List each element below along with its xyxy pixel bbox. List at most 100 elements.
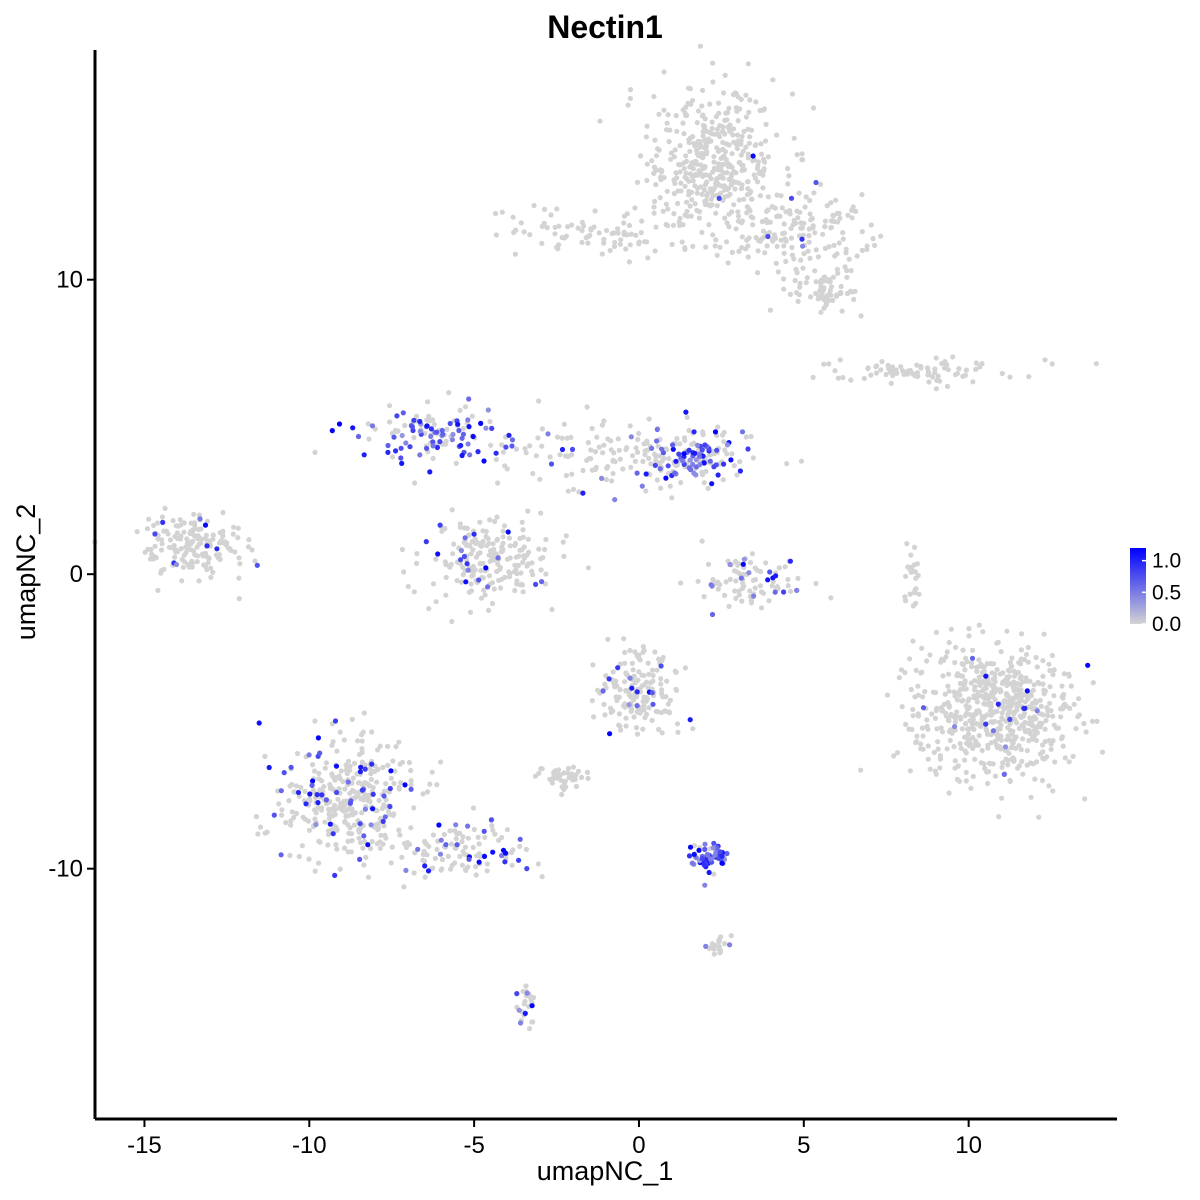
cell-point bbox=[1023, 675, 1029, 681]
cell-point bbox=[512, 540, 519, 547]
cell-point bbox=[476, 551, 482, 557]
cell-point bbox=[974, 699, 981, 705]
cell-point bbox=[940, 707, 946, 714]
cell-point bbox=[286, 798, 292, 804]
cell-point bbox=[830, 213, 837, 219]
cell-point bbox=[947, 737, 953, 744]
cell-point bbox=[671, 211, 677, 217]
cell-point bbox=[931, 749, 937, 756]
cell-point bbox=[457, 853, 463, 860]
cell-point bbox=[1025, 696, 1031, 702]
cell-point bbox=[541, 206, 548, 212]
expressing-cell-point bbox=[476, 577, 482, 583]
cell-point bbox=[805, 248, 811, 254]
cell-point bbox=[651, 170, 657, 176]
cell-point bbox=[413, 560, 420, 567]
expressing-cell-point bbox=[481, 853, 488, 860]
cell-point bbox=[988, 700, 994, 707]
cell-point bbox=[781, 221, 787, 227]
cell-point bbox=[763, 560, 769, 566]
cell-point bbox=[1042, 357, 1048, 363]
cell-point bbox=[1039, 777, 1046, 784]
cell-point bbox=[172, 554, 178, 560]
cell-point bbox=[443, 574, 449, 581]
cell-point bbox=[912, 569, 919, 575]
cell-point bbox=[733, 595, 739, 602]
cell-point bbox=[1049, 652, 1055, 659]
cell-point bbox=[821, 297, 827, 303]
cell-point bbox=[924, 717, 930, 723]
cell-point bbox=[1029, 721, 1035, 727]
cell-point bbox=[457, 524, 463, 530]
cell-point bbox=[335, 796, 341, 802]
cell-point bbox=[745, 151, 751, 157]
cell-point bbox=[663, 127, 670, 133]
cell-point bbox=[775, 269, 781, 275]
expressing-cell-point bbox=[464, 561, 470, 567]
cell-point bbox=[378, 832, 384, 838]
cell-point bbox=[755, 270, 761, 276]
expressing-cell-point bbox=[387, 785, 393, 792]
cell-point bbox=[1037, 697, 1043, 703]
cell-point bbox=[795, 298, 801, 304]
expressing-cell-point bbox=[256, 720, 262, 726]
expressing-cell-point bbox=[458, 442, 464, 449]
cell-point bbox=[578, 774, 585, 781]
expressing-cell-point bbox=[281, 770, 287, 776]
expressing-cell-point bbox=[629, 685, 635, 691]
cell-point bbox=[644, 438, 650, 444]
expressing-cell-point bbox=[697, 462, 703, 468]
cell-point bbox=[144, 526, 151, 532]
cell-point bbox=[964, 705, 970, 711]
cell-point bbox=[542, 546, 548, 553]
cell-point bbox=[695, 578, 701, 584]
cell-point bbox=[966, 696, 972, 702]
expressing-cell-point bbox=[295, 789, 302, 796]
expressing-cell-point bbox=[688, 467, 694, 473]
cell-point bbox=[658, 485, 664, 491]
expressing-cell-point bbox=[765, 233, 771, 240]
cell-point bbox=[973, 711, 979, 717]
cell-point bbox=[434, 782, 440, 788]
expressing-cell-point bbox=[417, 428, 423, 434]
cell-point bbox=[451, 541, 457, 547]
cell-point bbox=[760, 185, 766, 191]
expressing-cell-point bbox=[313, 821, 319, 828]
cell-point bbox=[1027, 678, 1033, 684]
cell-point bbox=[210, 536, 216, 542]
cell-point bbox=[929, 711, 935, 717]
cell-point bbox=[502, 574, 508, 581]
cell-point bbox=[1009, 663, 1015, 669]
cell-point bbox=[584, 404, 590, 410]
cell-point bbox=[720, 124, 726, 130]
cell-point bbox=[617, 241, 624, 247]
cell-point bbox=[644, 697, 650, 703]
cell-point bbox=[191, 511, 197, 517]
cell-point bbox=[807, 197, 813, 204]
cell-point bbox=[722, 941, 728, 947]
cell-point bbox=[631, 714, 637, 720]
expressing-cell-point bbox=[362, 806, 368, 812]
cell-point bbox=[360, 729, 366, 735]
cell-point bbox=[672, 147, 678, 153]
cell-point bbox=[959, 661, 965, 667]
cell-point bbox=[704, 179, 710, 185]
cell-point bbox=[787, 291, 794, 297]
cell-point bbox=[449, 618, 455, 625]
cell-point bbox=[627, 647, 633, 654]
cell-point bbox=[363, 854, 369, 861]
cell-point bbox=[171, 543, 177, 549]
cell-point bbox=[338, 801, 344, 807]
cell-point bbox=[962, 748, 968, 754]
cell-point bbox=[433, 556, 439, 562]
cell-point bbox=[1068, 683, 1074, 689]
cell-point bbox=[650, 678, 656, 684]
cell-point bbox=[158, 570, 164, 576]
expressing-cell-point bbox=[658, 663, 664, 669]
expressing-cell-point bbox=[382, 814, 388, 820]
cell-point bbox=[851, 296, 857, 303]
cell-point bbox=[985, 742, 991, 748]
cell-point bbox=[663, 694, 669, 700]
cell-point bbox=[963, 367, 970, 373]
cell-point bbox=[979, 664, 985, 670]
